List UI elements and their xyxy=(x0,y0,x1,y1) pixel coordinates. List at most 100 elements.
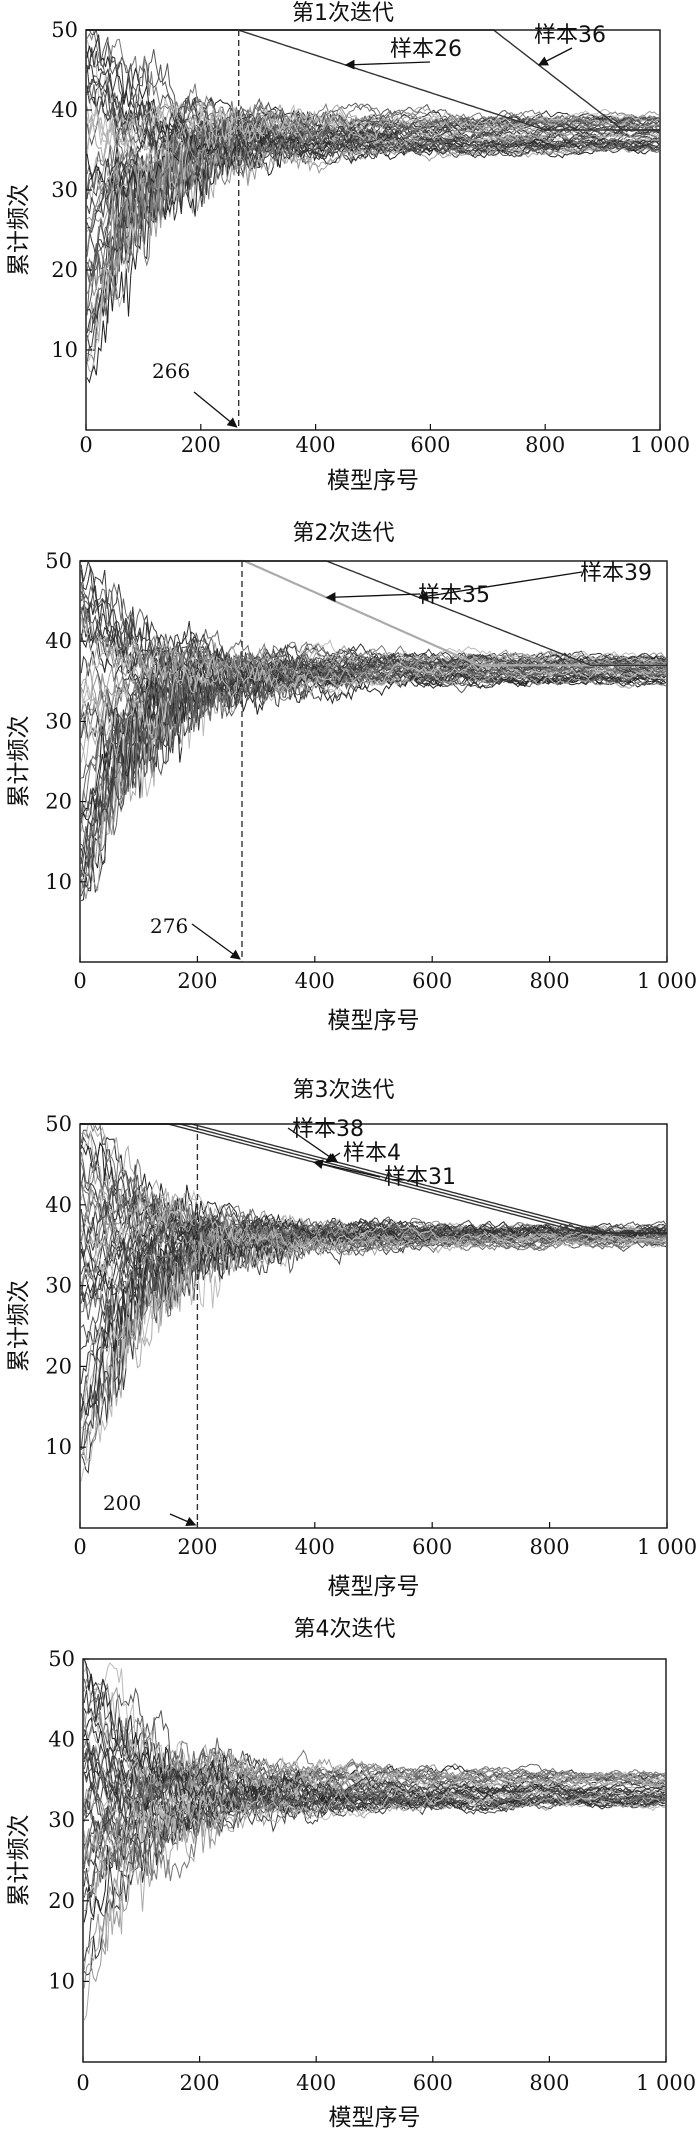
x-tick-label: 200 xyxy=(180,2071,220,2095)
y-tick-label: 40 xyxy=(48,1728,75,1752)
sample-label: 样本26 xyxy=(390,37,462,62)
y-tick-label: 50 xyxy=(45,1112,72,1136)
x-tick-label: 0 xyxy=(79,433,92,457)
series-group xyxy=(86,28,660,384)
y-tick-label: 40 xyxy=(45,629,72,653)
x-tick-label: 0 xyxy=(73,1535,86,1559)
y-tick-label: 30 xyxy=(45,709,72,733)
x-tick-label: 400 xyxy=(296,433,336,457)
y-axis-label: 累计频次 xyxy=(6,716,32,808)
y-tick-label: 20 xyxy=(48,1889,75,1913)
x-tick-label: 1 000 xyxy=(637,969,697,993)
x-tick-label: 1 000 xyxy=(637,1535,697,1559)
highlighted-series-2 xyxy=(80,560,667,666)
series-line xyxy=(80,651,666,824)
series-group xyxy=(83,1658,666,2021)
sample-arrow xyxy=(418,571,583,602)
y-tick-label: 10 xyxy=(45,1435,72,1459)
series-line xyxy=(84,1785,665,1912)
threshold-label: 276 xyxy=(150,914,188,938)
series-line xyxy=(86,142,660,341)
y-tick-label: 50 xyxy=(51,18,78,42)
series-line xyxy=(86,48,659,159)
series-line xyxy=(80,645,667,838)
y-tick-label: 10 xyxy=(45,870,72,894)
x-tick-label: 1 000 xyxy=(630,433,690,457)
highlighted-series-3 xyxy=(80,1123,667,1234)
threshold-label: 200 xyxy=(103,1491,141,1515)
y-tick-label: 20 xyxy=(45,790,72,814)
series-line xyxy=(80,1226,666,1421)
series-line xyxy=(83,1658,665,1794)
sample-arrow xyxy=(325,592,421,603)
sample-label: 样本39 xyxy=(580,561,652,586)
x-tick-label: 800 xyxy=(525,433,565,457)
series-line xyxy=(83,1761,666,1859)
sample-arrow xyxy=(312,1159,381,1178)
highlighted-series-1 xyxy=(80,559,667,667)
y-tick-label: 10 xyxy=(51,338,78,362)
y-tick-label: 40 xyxy=(51,98,78,122)
x-axis-label: 模型序号 xyxy=(329,2105,421,2131)
series-line xyxy=(80,655,667,766)
series-line xyxy=(86,84,660,161)
series-line xyxy=(83,1678,665,1805)
series-line xyxy=(83,1783,665,1864)
x-tick-label: 400 xyxy=(295,1535,335,1559)
x-tick-label: 600 xyxy=(412,1535,452,1559)
sample-label: 样本4 xyxy=(343,1141,401,1166)
x-tick-label: 200 xyxy=(177,1535,217,1559)
series-line xyxy=(80,606,666,692)
series-line xyxy=(83,1729,665,1809)
x-tick-label: 400 xyxy=(295,969,335,993)
sample-arrow xyxy=(344,59,431,70)
series-line xyxy=(80,645,666,705)
y-tick-label: 50 xyxy=(48,1647,75,1671)
sample-label: 样本31 xyxy=(384,1165,456,1190)
y-axis-label: 累计频次 xyxy=(6,184,32,276)
series-line xyxy=(86,101,660,161)
y-tick-label: 20 xyxy=(45,1354,72,1378)
series-group xyxy=(80,560,667,902)
sample-label: 样本36 xyxy=(534,23,606,48)
x-tick-label: 800 xyxy=(530,1535,570,1559)
series-line xyxy=(83,1785,665,1897)
series-line xyxy=(86,78,659,159)
x-tick-label: 200 xyxy=(177,969,217,993)
sample-arrow xyxy=(537,47,573,66)
series-line xyxy=(80,1226,666,1482)
x-tick-label: 0 xyxy=(73,969,86,993)
series-line xyxy=(86,104,660,232)
y-tick-label: 10 xyxy=(48,1969,75,1993)
x-axis-label: 模型序号 xyxy=(327,468,419,494)
chart-title: 第4次迭代 xyxy=(294,1617,396,1642)
series-line xyxy=(81,1123,667,1258)
plot-frame xyxy=(79,1123,668,1529)
series-line xyxy=(87,28,660,143)
x-tick-label: 1 000 xyxy=(636,2071,696,2095)
y-tick-label: 20 xyxy=(51,258,78,282)
series-line xyxy=(80,1223,667,1294)
x-axis-label: 模型序号 xyxy=(328,1574,420,1600)
threshold-label: 266 xyxy=(152,359,190,383)
x-tick-label: 600 xyxy=(413,2071,453,2095)
y-tick-label: 30 xyxy=(48,1808,75,1832)
series-line xyxy=(83,1658,665,1815)
series-line xyxy=(80,1193,667,1283)
y-axis-label: 累计频次 xyxy=(6,1280,32,1372)
plot-frame xyxy=(82,1658,667,2063)
threshold-arrow xyxy=(191,923,241,960)
x-tick-label: 400 xyxy=(296,2071,336,2095)
sample-label: 样本38 xyxy=(292,1117,364,1142)
x-axis-label: 模型序号 xyxy=(328,1008,420,1034)
series-line xyxy=(86,30,660,127)
plot-frame xyxy=(79,560,668,963)
x-tick-label: 600 xyxy=(410,433,450,457)
series-line xyxy=(80,1223,666,1343)
series-line xyxy=(86,101,660,363)
